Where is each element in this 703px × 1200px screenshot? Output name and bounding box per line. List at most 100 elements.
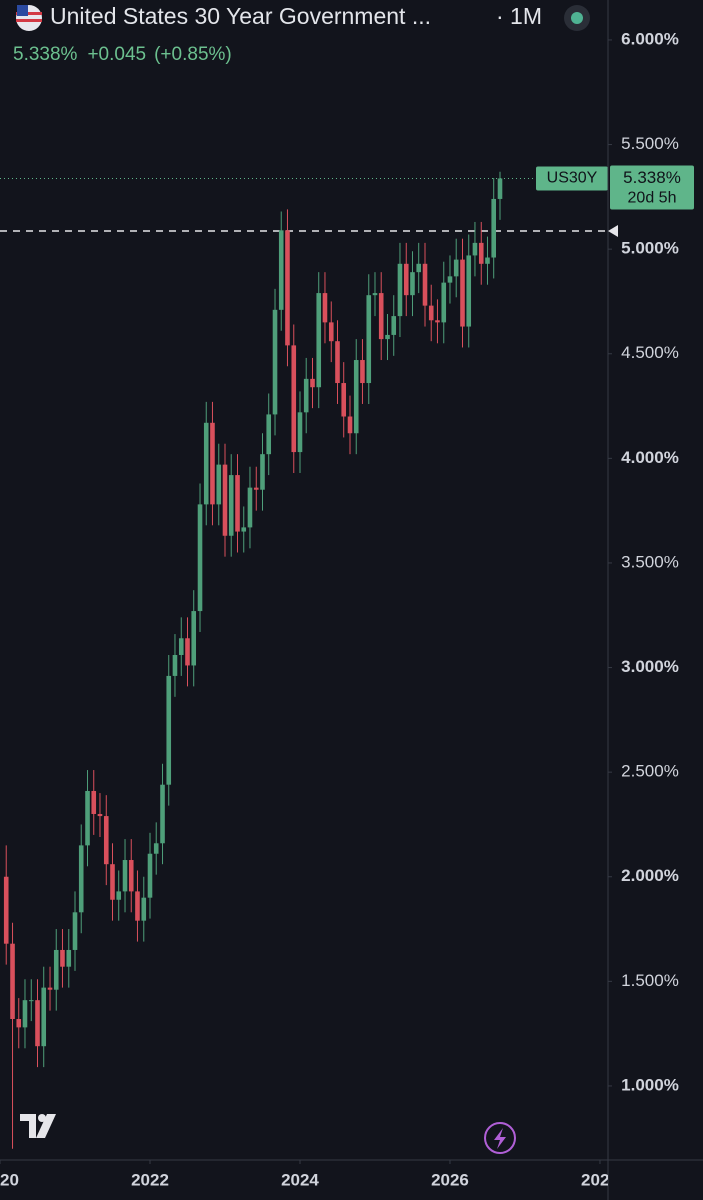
price-axis: 1.000% 1.500% 2.000% 2.500% 3.000% 3.500% 4.00… <box>608 29 694 1094</box>
overlay: United States 30 Year Government ... · 1… <box>13 3 590 1154</box>
candle-body <box>466 255 472 327</box>
candle-body <box>41 987 47 1047</box>
price-tag <box>610 165 694 210</box>
symbol-label: US30Y <box>547 170 598 187</box>
candle-body <box>72 912 78 950</box>
symbol-tag <box>536 166 608 191</box>
candle-body <box>416 263 422 273</box>
y-tick-label: 1.500% <box>621 971 679 990</box>
interval: · 1M <box>496 3 542 29</box>
candle-body <box>272 309 278 415</box>
candle-body <box>141 897 147 921</box>
candle-body <box>447 276 453 283</box>
candle-body <box>91 790 97 814</box>
candle-body <box>310 378 315 388</box>
candle-body <box>197 504 203 612</box>
candle-body <box>491 198 497 258</box>
candle-body <box>360 360 365 384</box>
change: +0.045 <box>87 44 146 65</box>
status-dot <box>571 12 583 24</box>
candle-body <box>3 876 9 944</box>
plot-area: US30Y <box>0 166 608 1149</box>
x-tick-label: 2024 <box>281 1170 319 1189</box>
candle-body <box>172 654 178 676</box>
candle-body <box>341 383 347 417</box>
candle-body <box>203 422 209 505</box>
candle-body <box>85 790 90 846</box>
countdown: 20d 5h <box>628 190 677 207</box>
candle-body <box>391 316 397 335</box>
candle-body <box>66 949 72 967</box>
y-tick-label: 5.000% <box>621 239 679 258</box>
candle-body <box>328 322 334 342</box>
candle-body <box>347 416 353 434</box>
candle-body <box>247 487 253 528</box>
y-tick-label: 3.500% <box>621 552 679 571</box>
change-percent: (+0.85%) <box>154 44 232 65</box>
lightning-button[interactable] <box>484 1122 516 1154</box>
candle-body <box>435 320 440 323</box>
candle-body <box>147 853 153 898</box>
candle-body <box>135 891 140 921</box>
candle-body <box>103 816 109 865</box>
candle-body <box>253 487 259 490</box>
candle-body <box>191 611 197 666</box>
candle-body <box>210 422 215 505</box>
price-tag-label: 5.338% <box>623 168 681 187</box>
y-tick-label: 1.000% <box>621 1075 679 1094</box>
x-tick-label: 2028 <box>581 1170 619 1189</box>
candle-body <box>297 412 303 453</box>
candle-body <box>260 454 265 490</box>
candle-body <box>366 295 372 384</box>
candle-body <box>460 259 465 327</box>
candle-body <box>303 378 309 413</box>
candle-body <box>428 305 434 321</box>
candle-body <box>335 341 340 384</box>
candle-body <box>372 293 378 296</box>
y-tick-label: 5.500% <box>621 134 679 153</box>
chart-title: United States 30 Year Government ... <box>50 3 431 29</box>
candle-body <box>10 943 15 1020</box>
candle-body <box>497 178 503 199</box>
x-tick-label: 2022 <box>131 1170 169 1189</box>
candle-body <box>235 475 240 532</box>
candle-body <box>166 675 172 785</box>
candle-body <box>385 334 390 340</box>
candle-body <box>153 843 159 854</box>
candle-body <box>241 527 247 532</box>
candle-body <box>122 860 128 892</box>
candle-body <box>97 813 103 817</box>
y-tick-label: 4.500% <box>621 343 679 362</box>
x-tick-label: 2026 <box>431 1170 469 1189</box>
candle-body <box>110 864 115 900</box>
candle-body <box>353 360 359 434</box>
candle-body <box>22 1000 28 1028</box>
candle-body <box>278 230 284 310</box>
y-tick-label: 2.500% <box>621 762 679 781</box>
candle-body <box>266 414 272 455</box>
candle-body <box>16 1019 22 1028</box>
candle-body <box>116 891 122 900</box>
candle-body <box>291 345 297 453</box>
candle-body <box>60 949 65 967</box>
candle-body <box>160 784 165 844</box>
candle-body <box>403 263 409 296</box>
candle-body <box>485 257 490 264</box>
candle-body <box>78 845 84 913</box>
tradingview-logo <box>20 1114 56 1138</box>
candle-body <box>422 263 428 306</box>
y-tick-label: 3.000% <box>621 657 679 676</box>
flag-icon <box>16 5 42 31</box>
candle-body <box>178 638 184 655</box>
candle-body <box>216 464 222 505</box>
candle-body <box>35 1000 40 1047</box>
candle-body <box>316 293 322 388</box>
candle-body <box>185 638 190 666</box>
candle-body <box>47 987 53 990</box>
candle-body <box>53 949 59 990</box>
candle-body <box>128 860 134 892</box>
